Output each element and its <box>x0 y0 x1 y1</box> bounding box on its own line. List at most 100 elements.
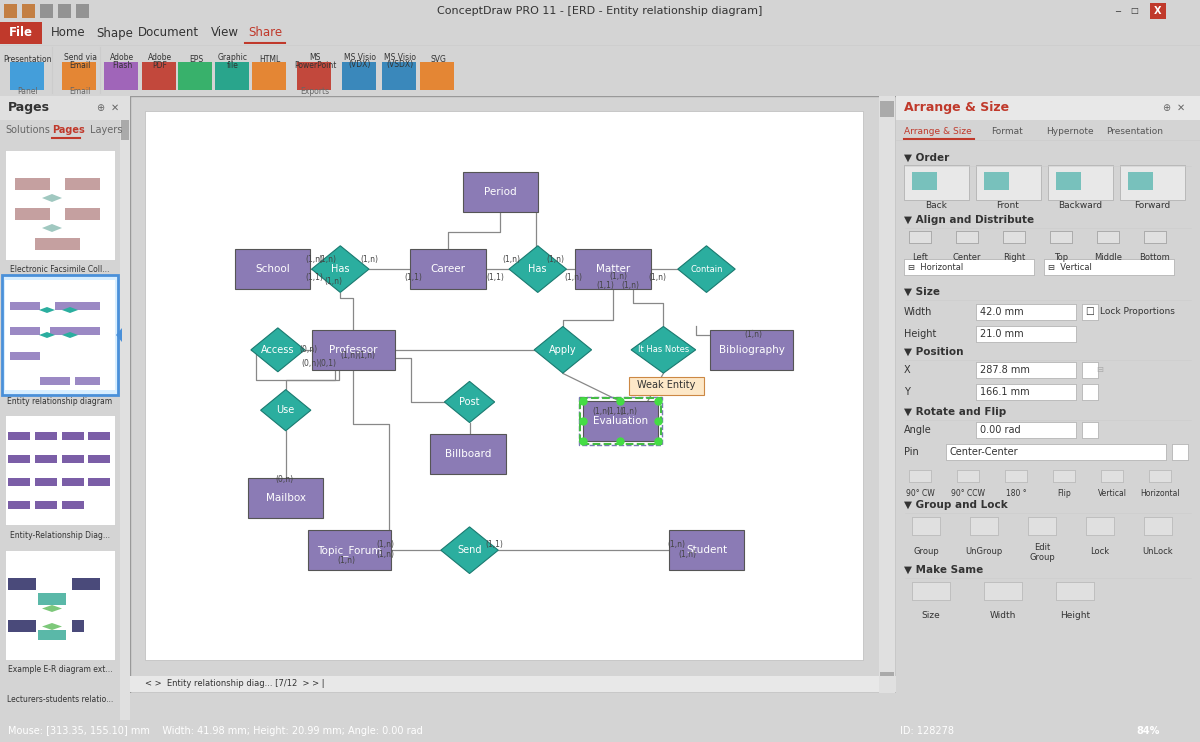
Bar <box>1150 3 1166 19</box>
Bar <box>8 578 36 590</box>
Text: Flash: Flash <box>112 61 132 70</box>
Text: ▼ Size: ▼ Size <box>904 287 940 297</box>
Bar <box>1128 172 1153 190</box>
Bar <box>904 464 946 490</box>
Text: ✕: ✕ <box>1177 103 1186 113</box>
Text: Lecturers-students relatio...: Lecturers-students relatio... <box>7 695 113 704</box>
Bar <box>178 62 212 90</box>
Text: Flip: Flip <box>1057 490 1070 499</box>
Text: Has: Has <box>331 264 349 274</box>
Bar <box>38 630 66 640</box>
Text: (1,n): (1,n) <box>649 273 667 282</box>
Bar <box>1096 464 1138 490</box>
Bar <box>1136 513 1188 545</box>
Bar <box>1144 231 1166 243</box>
Text: Has: Has <box>528 264 547 274</box>
Text: Horizontal: Horizontal <box>1140 490 1180 499</box>
Text: UnLock: UnLock <box>1142 548 1174 556</box>
Text: ConceptDraw PRO 11 - [ERD - Entity relationship diagram]: ConceptDraw PRO 11 - [ERD - Entity relat… <box>437 6 763 16</box>
Bar <box>904 578 968 610</box>
Polygon shape <box>42 194 62 202</box>
Text: ⊟  Horizontal: ⊟ Horizontal <box>908 263 964 272</box>
Bar <box>65 208 100 220</box>
Polygon shape <box>62 307 78 313</box>
Text: Career: Career <box>431 264 466 274</box>
Text: (1,1): (1,1) <box>404 273 421 282</box>
Bar <box>896 96 1200 120</box>
Bar <box>1054 470 1075 482</box>
Bar <box>62 62 96 90</box>
Bar <box>910 231 931 243</box>
Text: 287.8 mm: 287.8 mm <box>980 365 1030 375</box>
Text: (1,1): (1,1) <box>606 407 624 416</box>
Text: Middle: Middle <box>1094 254 1122 263</box>
Bar <box>14 178 50 190</box>
Text: Group: Group <box>1030 553 1055 562</box>
Bar <box>1048 464 1090 490</box>
Bar <box>298 62 331 90</box>
Bar <box>976 578 1040 610</box>
Text: (1,n): (1,n) <box>324 277 342 286</box>
Bar <box>8 432 30 440</box>
Text: Use: Use <box>277 405 295 416</box>
Text: View: View <box>211 27 239 39</box>
Text: Height: Height <box>904 329 936 339</box>
Text: MS Visio: MS Visio <box>384 53 416 62</box>
Bar <box>88 455 110 463</box>
Text: Top: Top <box>1054 254 1068 263</box>
Text: ▼ Order: ▼ Order <box>904 153 949 163</box>
Text: Evaluation: Evaluation <box>593 416 648 426</box>
Bar <box>248 479 324 518</box>
Bar <box>420 62 454 90</box>
Text: Share: Share <box>248 27 282 39</box>
Text: (1,n): (1,n) <box>667 540 685 549</box>
Text: Billboard: Billboard <box>445 449 491 459</box>
Text: Edit: Edit <box>1034 543 1050 553</box>
Text: Access: Access <box>262 345 294 355</box>
Text: (1,n): (1,n) <box>502 255 520 264</box>
Bar <box>38 593 66 605</box>
Polygon shape <box>440 527 498 574</box>
Text: (1,n): (1,n) <box>377 550 395 559</box>
Bar <box>88 478 110 486</box>
Bar <box>1028 517 1056 535</box>
Text: Graphic: Graphic <box>218 53 248 62</box>
Bar <box>1144 517 1172 535</box>
Text: (VDX): (VDX) <box>349 61 371 70</box>
Text: (1,n): (1,n) <box>306 255 324 264</box>
Bar <box>410 249 486 289</box>
Bar <box>1048 578 1112 610</box>
Bar <box>62 455 84 463</box>
Text: Width: Width <box>990 611 1016 620</box>
Bar <box>40 377 70 385</box>
Text: Apply: Apply <box>550 345 577 355</box>
Text: Forward: Forward <box>1134 202 1170 211</box>
Bar <box>14 208 50 220</box>
Bar <box>8 620 36 632</box>
Text: SVG: SVG <box>430 56 446 65</box>
Bar <box>976 384 1076 400</box>
Bar <box>235 249 311 289</box>
Text: 21.0 mm: 21.0 mm <box>980 329 1024 339</box>
Text: (1,n): (1,n) <box>337 556 355 565</box>
Bar <box>142 62 176 90</box>
Bar <box>904 228 944 250</box>
Text: Post: Post <box>460 397 480 407</box>
Text: 42.0 mm: 42.0 mm <box>980 307 1024 317</box>
Text: (1,1): (1,1) <box>486 273 504 282</box>
Bar <box>130 676 878 692</box>
Bar <box>50 327 80 335</box>
Bar <box>130 676 896 692</box>
Text: Lock: Lock <box>1091 548 1110 556</box>
Bar <box>215 62 250 90</box>
Text: Y: Y <box>904 387 910 397</box>
Bar <box>1120 165 1186 200</box>
Text: Pin: Pin <box>904 447 919 457</box>
Bar <box>10 302 40 310</box>
Bar <box>1082 304 1098 320</box>
Bar <box>976 326 1076 342</box>
Bar <box>1003 231 1025 243</box>
Bar <box>5 415 115 525</box>
Text: Contain: Contain <box>690 265 722 274</box>
Polygon shape <box>42 224 62 232</box>
